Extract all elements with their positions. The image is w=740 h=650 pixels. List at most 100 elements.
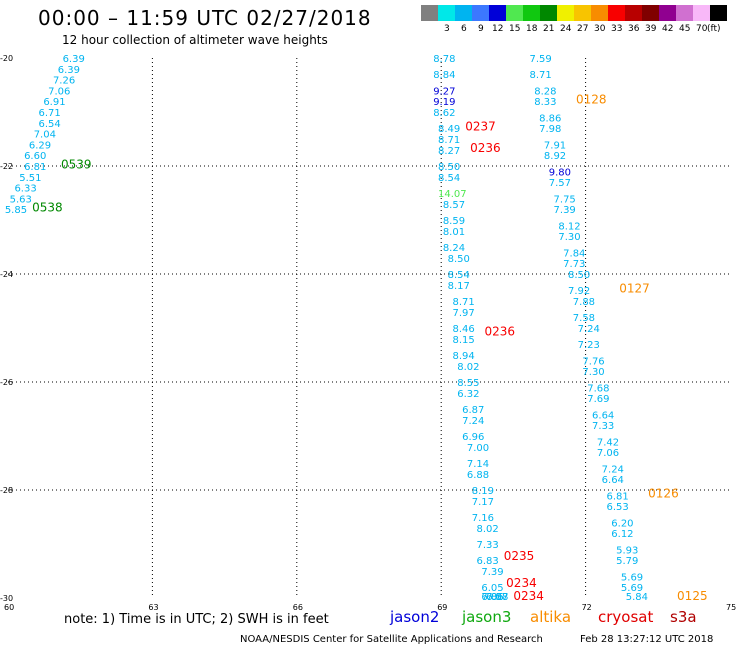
wave-height-value: 7.69 bbox=[587, 394, 609, 405]
wave-height-value: 5.69 bbox=[621, 583, 643, 594]
colorbar-swatch bbox=[625, 5, 642, 21]
y-tick-label: -20 bbox=[0, 54, 13, 63]
pass-time-label: 0128 bbox=[576, 93, 607, 107]
wave-height-value: 8.17 bbox=[448, 281, 470, 292]
map-grid bbox=[8, 58, 730, 598]
colorbar-swatch bbox=[642, 5, 659, 21]
wave-height-value: 8.71 bbox=[529, 70, 551, 81]
map-subtitle: 12 hour collection of altimeter wave hei… bbox=[62, 33, 328, 47]
pass-time-label: 0234 bbox=[506, 576, 537, 590]
wave-height-value: 8.24 bbox=[443, 243, 465, 254]
wave-height-value: 7.98 bbox=[539, 124, 561, 135]
wave-height-value: 5.51 bbox=[19, 173, 41, 184]
colorbar-unit: (ft) bbox=[707, 24, 721, 34]
wave-height-value: 5.63 bbox=[10, 194, 32, 205]
legend-jason3: jason3 bbox=[462, 608, 512, 626]
wave-height-value: 8.59 bbox=[443, 216, 465, 227]
wave-height-value: 9.27 bbox=[433, 86, 455, 97]
wave-height-value: 6.05 bbox=[481, 583, 503, 594]
wave-height-value: 7.26 bbox=[53, 76, 75, 87]
wave-height-value: 7.88 bbox=[573, 297, 595, 308]
wave-height-value: 7.97 bbox=[452, 308, 474, 319]
wave-height-value: 8.71 bbox=[452, 297, 474, 308]
colorbar-label: 15 bbox=[509, 24, 521, 34]
wave-height-value: 7.06 bbox=[597, 448, 619, 459]
colorbar-swatch bbox=[574, 5, 591, 21]
wave-height-value: 7.23 bbox=[578, 340, 600, 351]
wave-height-value: 7.59 bbox=[529, 54, 551, 65]
wave-height-value: 6.91 bbox=[43, 97, 65, 108]
wave-height-value: 6.64 bbox=[602, 475, 624, 486]
colorbar-swatch bbox=[421, 5, 438, 21]
wave-height-value: 6.86 bbox=[481, 592, 503, 603]
colorbar-swatch bbox=[438, 5, 455, 21]
wave-height-value: 8.71 bbox=[438, 135, 460, 146]
wave-height-value: 5.93 bbox=[616, 545, 638, 556]
wave-height-value: 7.07 bbox=[486, 592, 508, 603]
wave-height-value: 6.87 bbox=[462, 405, 484, 416]
pass-time-label: 0539 bbox=[61, 157, 92, 171]
wave-height-value: 5.84 bbox=[626, 592, 648, 603]
wave-height-value: 8.50 bbox=[448, 254, 470, 265]
wave-height-value: 7.58 bbox=[573, 313, 595, 324]
y-tick-label: -28 bbox=[0, 486, 13, 495]
wave-height-value: 6.54 bbox=[39, 119, 61, 130]
wave-height-value: 7.30 bbox=[582, 367, 604, 378]
colorbar-swatch bbox=[455, 5, 472, 21]
legend-jason2: jason2 bbox=[390, 608, 440, 626]
wave-height-value: 6.20 bbox=[611, 518, 633, 529]
wave-height-value: 8.33 bbox=[534, 97, 556, 108]
colorbar-label: 3 bbox=[444, 24, 450, 34]
observation-layer: 6.396.397.267.066.916.716.547.046.296.60… bbox=[5, 54, 648, 603]
y-tick-label: -22 bbox=[0, 162, 13, 171]
wave-height-value: 7.91 bbox=[544, 140, 566, 151]
wave-height-value: 5.69 bbox=[621, 572, 643, 583]
wave-height-value: 9.80 bbox=[549, 167, 571, 178]
colorbar-label: 27 bbox=[577, 24, 589, 34]
wave-height-value: 6.81 bbox=[606, 491, 628, 502]
x-tick-label: 60 bbox=[4, 603, 14, 612]
wave-height-value: 7.24 bbox=[602, 464, 624, 475]
wave-height-value: 6.12 bbox=[611, 529, 633, 540]
colorbar-swatch bbox=[608, 5, 625, 21]
footer-timestamp: Feb 28 13:27:12 UTC 2018 bbox=[580, 634, 714, 645]
wave-height-value: 7.92 bbox=[568, 286, 590, 297]
wave-height-value: 7.17 bbox=[472, 497, 494, 508]
wave-height-value: 8.78 bbox=[433, 54, 455, 65]
wave-height-value: 6.83 bbox=[477, 556, 499, 567]
colorbar-label: 45 bbox=[679, 24, 691, 34]
x-tick-label: 66 bbox=[293, 603, 303, 612]
pass-time-label: 0236 bbox=[470, 141, 501, 155]
legend-altika: altika bbox=[530, 608, 572, 626]
wave-height-value: 7.00 bbox=[467, 443, 489, 454]
wave-height-value: 6.81 bbox=[24, 162, 46, 173]
wave-height-value: 7.33 bbox=[477, 540, 499, 551]
colorbar-swatch bbox=[523, 5, 540, 21]
wave-height-value: 8.27 bbox=[438, 146, 460, 157]
wave-height-value: 8.94 bbox=[452, 351, 474, 362]
wave-height-value: 6.32 bbox=[457, 389, 479, 400]
x-tick-label: 72 bbox=[582, 603, 592, 612]
wave-height-value: 6.53 bbox=[606, 502, 628, 513]
wave-height-value: 7.57 bbox=[549, 178, 571, 189]
wave-height-value: 8.15 bbox=[452, 335, 474, 346]
colorbar-label: 24 bbox=[560, 24, 572, 34]
wave-height-value: 8.01 bbox=[443, 227, 465, 238]
wave-height-value: 7.06 bbox=[48, 86, 70, 97]
wave-height-value: 6.39 bbox=[63, 54, 85, 65]
wave-height-value: 6.96 bbox=[462, 432, 484, 443]
wave-height-value: 8.86 bbox=[539, 113, 561, 124]
colorbar-label: 70 bbox=[696, 24, 708, 34]
wave-height-value: 8.19 bbox=[472, 486, 494, 497]
colorbar-label: 21 bbox=[543, 24, 555, 34]
colorbar-label: 36 bbox=[628, 24, 640, 34]
wave-height-value: 8.54 bbox=[448, 270, 470, 281]
colorbar-swatch bbox=[540, 5, 557, 21]
colorbar-swatch bbox=[676, 5, 693, 21]
wave-height-value: 8.84 bbox=[433, 70, 455, 81]
wave-height-value: 7.68 bbox=[587, 383, 609, 394]
pass-time-label: 0237 bbox=[465, 120, 496, 134]
wave-height-value: 6.60 bbox=[24, 151, 46, 162]
